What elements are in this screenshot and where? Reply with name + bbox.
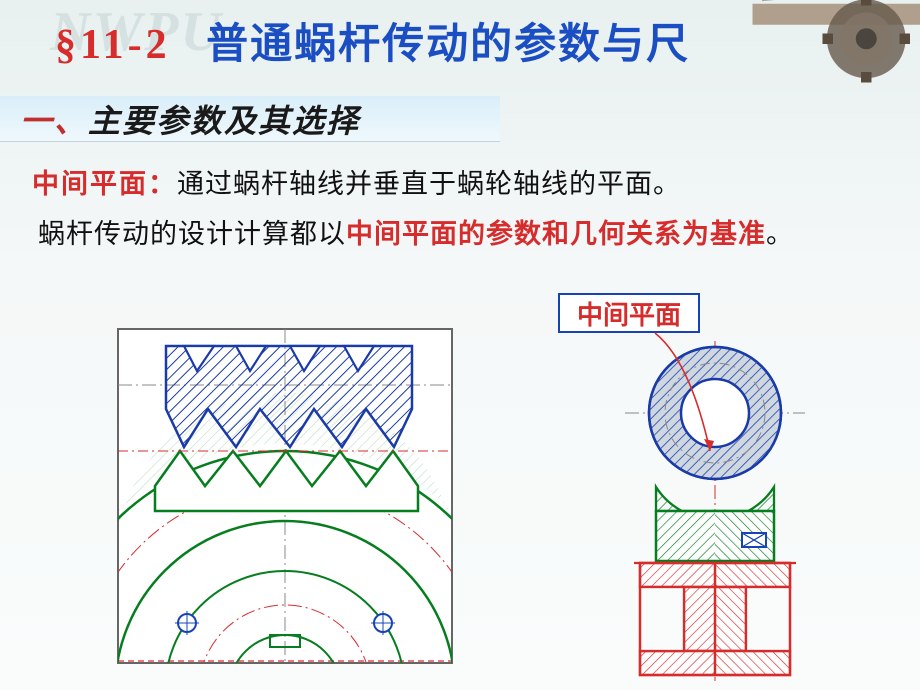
p2-prefix: 蜗杆传动的设计计算都以 bbox=[38, 219, 346, 249]
term-label: 中间平面： bbox=[32, 169, 177, 199]
title-text: 普通蜗杆传动的参数与尺 bbox=[181, 22, 690, 68]
section-heading-bar: 一、主要参数及其选择 bbox=[0, 96, 500, 142]
paragraph-2: 蜗杆传动的设计计算都以中间平面的参数和几何关系为基准。 bbox=[38, 212, 794, 251]
section-heading: 一、主要参数及其选择 bbox=[20, 96, 360, 142]
decorative-gear-image bbox=[750, 0, 920, 100]
worm-side-view-diagram bbox=[580, 301, 850, 681]
p2-suffix: 。 bbox=[766, 219, 794, 249]
heading-text: 主要参数及其选择 bbox=[88, 103, 360, 139]
term-body: 通过蜗杆轴线并垂直于蜗轮轴线的平面。 bbox=[177, 169, 681, 199]
heading-marker: 一、 bbox=[20, 103, 88, 139]
slide-title: §11-2 普通蜗杆传动的参数与尺 bbox=[55, 10, 690, 71]
section-number: §11-2 bbox=[55, 22, 171, 68]
p2-emphasis: 中间平面的参数和几何关系为基准 bbox=[346, 219, 766, 249]
paragraph-1: 中间平面：通过蜗杆轴线并垂直于蜗轮轴线的平面。 bbox=[32, 162, 681, 201]
diagram-area: 中间平面 bbox=[110, 295, 870, 685]
worm-mesh-diagram bbox=[100, 311, 470, 681]
